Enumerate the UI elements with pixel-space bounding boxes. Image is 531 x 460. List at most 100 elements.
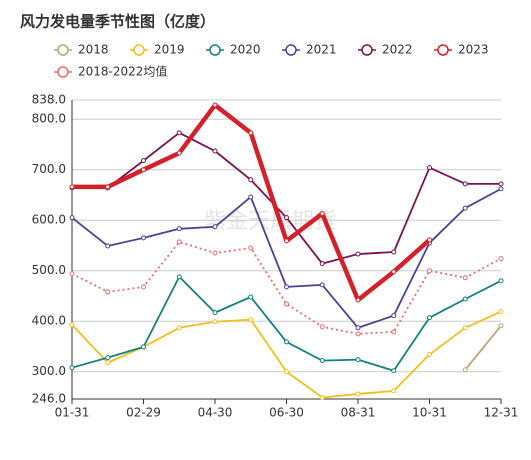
point: [69, 215, 75, 221]
point: [498, 186, 504, 192]
point: [355, 297, 361, 303]
point: [176, 150, 182, 156]
x-tick-label: 06-30: [269, 406, 304, 420]
point: [176, 274, 182, 280]
point: [498, 278, 504, 284]
point: [462, 181, 468, 187]
point: [141, 284, 146, 290]
point: [105, 184, 111, 190]
point: [284, 369, 289, 375]
series-line: [71, 310, 502, 399]
point: [284, 215, 289, 221]
point: [176, 130, 182, 136]
point: [248, 194, 254, 200]
y-tick-label: 800.0: [32, 112, 66, 126]
point: [284, 301, 289, 307]
point: [248, 245, 254, 251]
point: [391, 313, 397, 319]
series-line: [71, 275, 502, 372]
point: [391, 368, 397, 374]
x-tick-label: 01-31: [55, 406, 90, 420]
legend-label: 2023: [458, 43, 489, 57]
point: [462, 325, 468, 331]
point: [69, 271, 75, 277]
point: [427, 315, 432, 321]
point: [284, 339, 289, 345]
point: [105, 360, 111, 366]
point: [391, 388, 397, 394]
point: [319, 261, 325, 267]
legend-marker: [57, 66, 69, 78]
point: [391, 329, 397, 335]
point: [498, 323, 504, 329]
legend-label: 2022: [382, 43, 413, 57]
point: [69, 184, 75, 190]
y-tick-label: 700.0: [32, 162, 66, 176]
y-tick-label: 600.0: [32, 213, 66, 227]
series-line: [464, 325, 502, 371]
point: [69, 365, 75, 371]
point: [355, 391, 361, 397]
x-tick-label: 10-31: [412, 406, 447, 420]
point: [427, 237, 432, 243]
legend-label: 2019: [154, 43, 185, 57]
point: [462, 205, 468, 211]
point: [176, 325, 182, 331]
point: [355, 357, 361, 363]
point: [212, 102, 218, 108]
point: [141, 344, 146, 350]
point: [248, 317, 254, 323]
legend-label: 2018: [78, 43, 109, 57]
point: [105, 243, 111, 249]
legend-marker: [209, 44, 221, 56]
legend-label: 2021: [306, 43, 337, 57]
point: [319, 394, 325, 400]
point: [69, 322, 75, 328]
point: [427, 352, 432, 358]
point: [141, 167, 146, 173]
legend-marker: [133, 44, 145, 56]
point: [212, 319, 218, 325]
y-tick-label: 400.0: [32, 314, 66, 328]
point: [462, 296, 468, 302]
point: [462, 367, 468, 373]
point: [427, 165, 432, 171]
y-tick-label: 500.0: [32, 263, 66, 277]
point: [141, 158, 146, 164]
point: [212, 250, 218, 256]
point: [248, 177, 254, 183]
point: [176, 226, 182, 232]
point: [284, 284, 289, 290]
x-tick-label: 02-29: [126, 406, 161, 420]
point: [105, 289, 111, 295]
point: [248, 130, 254, 136]
point: [141, 235, 146, 241]
legend-label: 2018-2022均值: [78, 64, 167, 79]
watermark: 紫金天风期货: [204, 209, 336, 234]
series-line: [72, 131, 501, 265]
legend-marker: [437, 44, 449, 56]
point: [212, 310, 218, 316]
point: [462, 275, 468, 281]
point: [212, 224, 218, 230]
x-tick-label: 12-31: [484, 406, 519, 420]
y-tick-label: 838.0: [32, 93, 66, 107]
point: [427, 268, 432, 274]
point: [319, 282, 325, 288]
legend-marker: [57, 44, 69, 56]
point: [391, 249, 397, 255]
y-tick-label: 300.0: [32, 364, 66, 378]
x-tick-label: 04-30: [198, 406, 233, 420]
point: [105, 355, 111, 361]
point: [319, 211, 325, 217]
point: [212, 148, 218, 154]
point: [355, 331, 361, 337]
legend-marker: [361, 44, 373, 56]
point: [391, 269, 397, 275]
point: [248, 294, 254, 300]
point: [498, 256, 504, 262]
chart-title: 风力发电量季节性图（亿度）: [20, 13, 215, 31]
point: [284, 238, 289, 244]
x-tick-label: 08-31: [341, 406, 376, 420]
